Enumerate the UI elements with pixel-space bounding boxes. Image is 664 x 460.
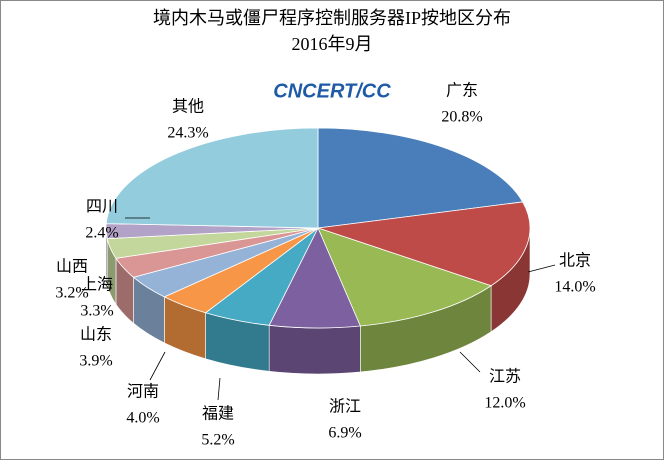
leader-line [459,351,481,373]
slice-label: 山西 [56,258,88,276]
value-label: 3.2% [55,285,88,302]
leader-line [527,264,556,273]
slice-label: 广东 [446,82,478,100]
slice-label: 山东 [80,326,112,344]
chart-title: 境内木马或僵尸程序控制服务器IP按地区分布 [153,8,511,28]
slice-label: 四川 [86,199,118,216]
slice [317,227,492,327]
value-label: 14.0% [554,279,595,296]
logo: CNCERT/CC [273,80,391,102]
value-label: 3.3% [80,303,113,320]
slice-label: 上海 [81,276,113,294]
slice [317,201,531,287]
slice-label: 浙江 [329,398,361,416]
slice-label: 福建 [202,405,234,423]
value-label: 6.9% [328,425,361,442]
slice [317,127,524,229]
pie [105,127,531,375]
value-label: 5.2% [201,432,234,449]
slice-label: 江苏 [489,368,521,386]
leader-line [217,377,221,401]
value-label: 3.9% [79,353,112,370]
value-label: 12.0% [484,395,525,412]
slice-label: 北京 [559,252,591,270]
slice-label: 河南 [127,383,159,401]
slice [105,127,319,229]
value-label: 2.4% [85,225,118,242]
leader-line [149,351,166,381]
value-label: 24.3% [167,125,208,142]
slice-side [268,324,361,375]
value-label: 4.0% [126,410,159,427]
chart-subtitle: 2016年9月 [292,34,373,54]
value-label: 20.8% [441,109,482,126]
slice-label: 其他 [172,98,204,116]
